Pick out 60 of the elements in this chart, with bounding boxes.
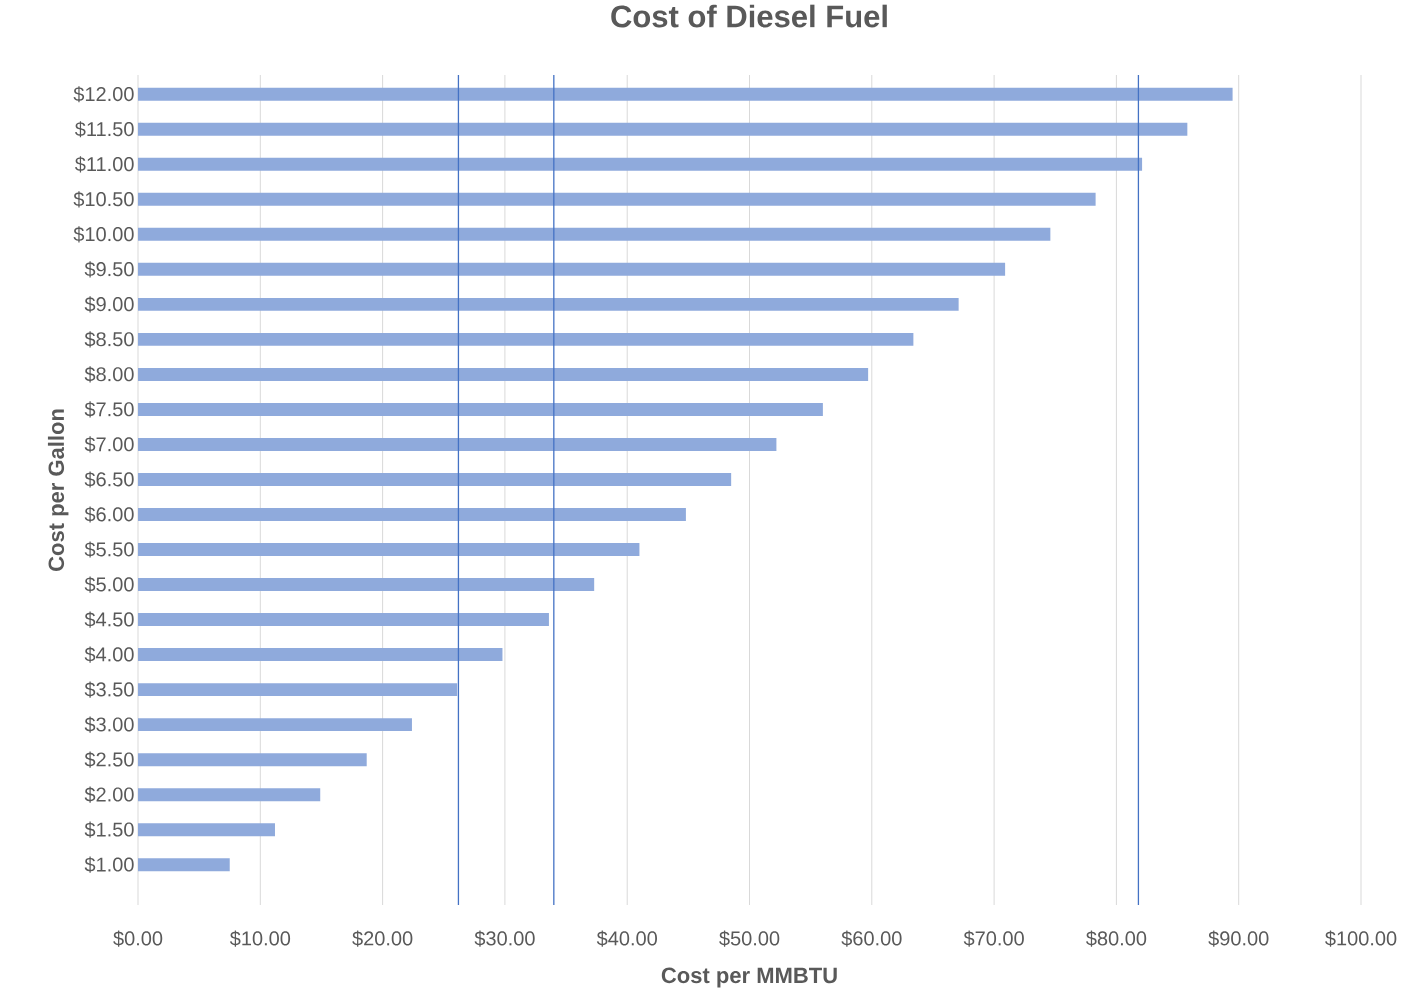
x-tick-label: $60.00 — [841, 930, 902, 947]
y-tick-label: $9.50 — [84, 261, 134, 278]
bar — [138, 332, 914, 346]
x-tick-label: $80.00 — [1086, 930, 1147, 947]
y-tick-label: $11.50 — [75, 121, 134, 138]
y-tick-label: $5.00 — [84, 576, 134, 593]
y-tick-label: $9.00 — [84, 296, 134, 313]
y-tick-label: $8.50 — [84, 331, 134, 348]
x-tick-label: $10.00 — [229, 930, 291, 947]
bar — [138, 543, 640, 556]
bar — [138, 297, 959, 311]
bar — [138, 508, 686, 521]
bar — [138, 718, 412, 732]
bar — [138, 613, 549, 627]
bar — [138, 437, 777, 451]
y-tick-label: $1.50 — [84, 821, 134, 838]
y-tick-label: $4.50 — [84, 611, 134, 628]
bar — [138, 648, 503, 662]
bar — [138, 473, 732, 486]
y-tick-label: $6.00 — [84, 506, 134, 523]
x-tick-label: $50.00 — [719, 930, 780, 947]
y-tick-label: $7.00 — [84, 436, 134, 453]
x-tick-label: $20.00 — [352, 930, 413, 947]
bar — [138, 262, 1006, 276]
x-tick-label: $40.00 — [596, 930, 657, 947]
bar — [138, 192, 1096, 206]
y-tick-label: $2.50 — [84, 751, 134, 768]
x-tick-label: $0.00 — [113, 930, 163, 947]
bar — [138, 858, 230, 872]
y-tick-label: $3.00 — [84, 716, 134, 733]
y-axis-title: Cost per Gallon — [47, 409, 69, 571]
bar — [138, 157, 1143, 171]
y-tick-label: $2.00 — [84, 786, 134, 803]
bar — [138, 227, 1051, 241]
x-tick-label: $30.00 — [474, 930, 535, 947]
x-tick-label: $90.00 — [1208, 930, 1269, 947]
y-tick-label: $11.00 — [75, 156, 134, 173]
y-tick-label: $6.50 — [84, 471, 134, 488]
bar — [138, 788, 321, 802]
bar — [138, 753, 367, 767]
bar — [138, 367, 869, 381]
bar — [138, 823, 275, 837]
x-axis-title: Cost per MMBTU — [661, 967, 837, 988]
chart-title: Cost of Diesel Fuel — [611, 4, 887, 28]
y-tick-label: $10.50 — [73, 191, 134, 208]
y-tick-label: $3.50 — [84, 681, 134, 698]
x-tick-label: $70.00 — [963, 930, 1024, 947]
bar — [138, 578, 595, 592]
y-tick-label: $10.00 — [73, 226, 134, 243]
y-tick-label: $7.50 — [84, 401, 134, 418]
y-tick-label: $5.50 — [84, 541, 134, 558]
bar — [138, 683, 458, 697]
bar — [138, 122, 1188, 136]
y-tick-label: $12.00 — [73, 86, 134, 103]
bar — [138, 402, 823, 416]
y-tick-label: $4.00 — [84, 646, 134, 663]
bar — [138, 87, 1233, 101]
x-tick-label: $100.00 — [1325, 930, 1397, 947]
y-tick-label: $8.00 — [84, 366, 134, 383]
y-tick-label: $1.00 — [84, 856, 134, 873]
